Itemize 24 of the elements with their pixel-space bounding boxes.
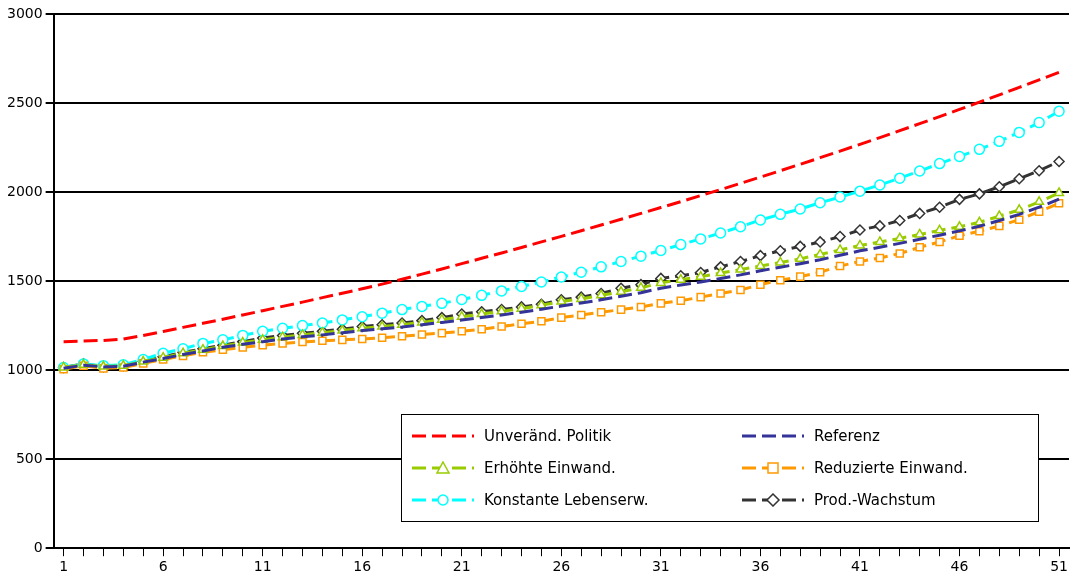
y-tick-label: 0 (33, 538, 43, 555)
legend-label: Referenz (814, 427, 880, 446)
x-tick-label: 41 (851, 558, 869, 575)
y-tick-label: 2500 (6, 93, 43, 110)
x-tick-label: 31 (651, 558, 670, 575)
y-tick-label: 500 (15, 449, 43, 466)
x-tick-label: 21 (452, 558, 471, 575)
x-tick-label: 51 (1050, 558, 1068, 575)
legend-label: Konstante Lebenserw. (484, 491, 649, 510)
y-tick-label: 1000 (6, 360, 43, 377)
x-tick-label: 16 (353, 558, 372, 575)
x-tick-label: 11 (253, 558, 272, 575)
x-tick-label: 6 (158, 558, 168, 575)
x-tick-label: 1 (59, 558, 69, 575)
y-tick-label: 2000 (6, 182, 43, 199)
x-tick-label: 36 (751, 558, 770, 575)
y-tick-label: 1500 (6, 271, 43, 288)
x-tick-label: 46 (950, 558, 969, 575)
y-tick-label: 3000 (6, 4, 43, 21)
legend-label: Erhöhte Einwand. (484, 459, 616, 478)
legend-label: Unveränd. Politik (484, 427, 612, 446)
legend-label: Reduzierte Einwand. (814, 459, 968, 478)
x-tick-label: 26 (552, 558, 571, 575)
legend-label: Prod.-Wachstum (814, 491, 936, 510)
